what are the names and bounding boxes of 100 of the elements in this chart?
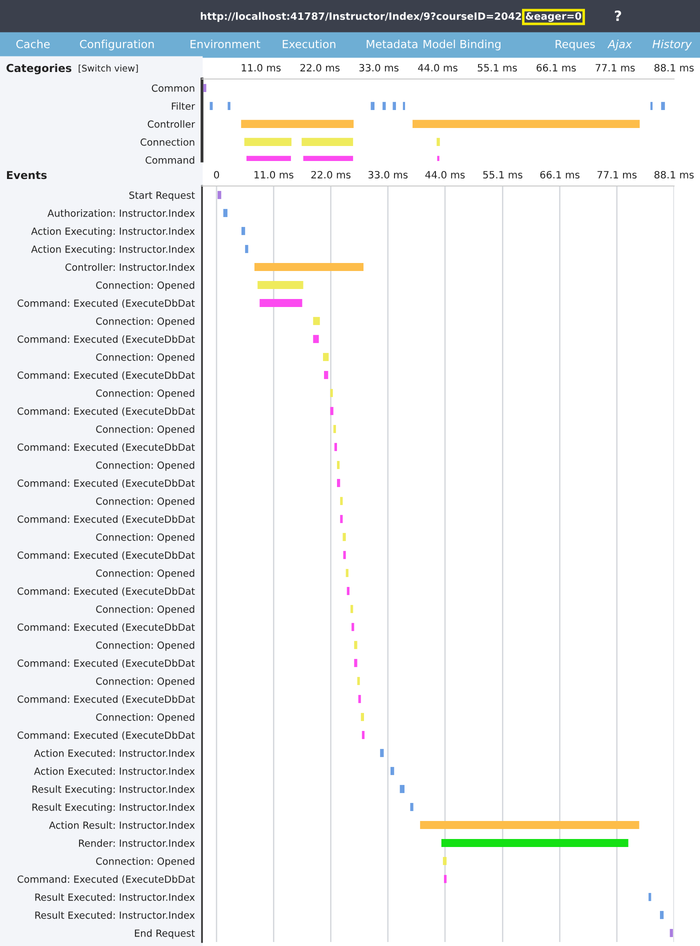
y-tick-label: Command: Executed (ExecuteDbDat — [18, 875, 195, 884]
bar — [350, 604, 354, 614]
bar — [340, 514, 343, 524]
text: History — [652, 40, 692, 50]
y-tick-label: Connection: Opened — [96, 281, 194, 291]
bar — [390, 766, 394, 776]
text: ? — [614, 10, 622, 21]
y-tick-label: Action Executed: Instructor.Index — [34, 767, 195, 775]
x-tick-label: 33.0 ms — [359, 64, 399, 72]
x-tick-label: 11.0 ms — [254, 170, 294, 179]
text: Environment — [190, 40, 260, 48]
bar — [352, 622, 354, 632]
text: Cache — [16, 40, 50, 48]
bar — [346, 586, 350, 596]
y-tick-label: Connection: Opened — [96, 425, 194, 435]
y-tick-label: Command: Executed (ExecuteDbDat — [18, 407, 195, 416]
y-tick-label: Result Executed: Instructor.Index — [35, 911, 195, 919]
bar — [346, 568, 348, 578]
y-tick-label: Render: Instructor.Index — [79, 839, 195, 847]
x-tick-label: 33.0 ms — [368, 170, 408, 179]
y-tick-label: Connection: Opened — [96, 677, 194, 687]
y-axis-title: Categories — [6, 64, 72, 74]
x-tick-label: 22.0 ms — [311, 170, 350, 179]
y-tick-label: Connection: Opened — [96, 857, 194, 867]
text: Model Binding — [424, 40, 500, 50]
bar — [241, 226, 246, 236]
bar — [660, 910, 664, 920]
bar — [324, 370, 328, 380]
y-tick-label: Command: Executed (ExecuteDbDat — [18, 515, 195, 524]
y-tick-label: Command: Executed (ExecuteDbDat — [18, 371, 195, 380]
x-tick-label: 44.0 ms — [425, 170, 465, 179]
bar — [337, 478, 340, 488]
y-tick-label: Command: Executed (ExecuteDbDat — [18, 551, 195, 560]
y-tick-label: Command: Executed (ExecuteDbDat — [18, 479, 195, 488]
y-tick-label: Connection: Opened — [96, 389, 194, 399]
y-tick-label: Command — [146, 156, 194, 164]
y-tick-label: Command: Executed (ExecuteDbDat — [18, 335, 195, 344]
y-tick-label: Connection: Opened — [96, 461, 194, 471]
text: Ajax — [607, 40, 632, 50]
bar — [362, 730, 365, 740]
x-tick-label: 44.0 ms — [418, 64, 458, 72]
y-tick-label: Controller: Instructor.Index — [65, 263, 195, 271]
bar — [313, 334, 319, 344]
bar — [343, 550, 346, 560]
y-tick-label: Result Executing: Instructor.Index — [32, 803, 195, 813]
x-tick-label: 55.1 ms — [478, 64, 517, 72]
x-tick-label: 88.1 ms — [654, 170, 694, 179]
x-tick-label: 0 — [214, 170, 220, 179]
bar — [254, 262, 364, 272]
bar — [313, 316, 320, 326]
y-tick-label: Connection: Opened — [96, 317, 194, 327]
text: Reques — [556, 40, 595, 50]
x-tick-label: 66.1 ms — [540, 170, 580, 179]
bar — [402, 102, 406, 110]
bar — [410, 802, 414, 812]
bar — [420, 820, 640, 830]
y-tick-label: Connection: Opened — [96, 605, 194, 615]
y-tick-label: Common — [152, 84, 194, 92]
bar — [392, 102, 396, 110]
bar — [334, 442, 338, 452]
y-tick-label: Connection: Opened — [96, 569, 194, 579]
y-tick-label: Connection — [140, 138, 194, 146]
bar — [223, 208, 228, 218]
y-tick-label: Command: Executed (ExecuteDbDat — [18, 695, 195, 704]
bar — [245, 244, 248, 254]
bar — [322, 352, 329, 362]
y-tick-label: Command: Executed (ExecuteDbDat — [18, 587, 195, 596]
y-tick-label: End Request — [134, 929, 195, 939]
y-axis-title: Events — [6, 171, 47, 180]
chart-title: http://localhost:41787/Instructor/Index/9?courseID=2042 — [200, 12, 522, 22]
y-tick-label: Connection: Opened — [96, 353, 194, 363]
bar — [382, 102, 386, 110]
bar — [444, 874, 447, 884]
bar — [650, 102, 653, 110]
y-tick-label: Command: Executed (ExecuteDbDat — [18, 731, 195, 740]
x-tick-label: 77.1 ms — [596, 64, 635, 72]
x-tick-label: 11.0 ms — [242, 64, 281, 72]
y-tick-label: Action Executed: Instructor.Index — [34, 749, 195, 757]
bar — [333, 424, 336, 434]
bar — [400, 784, 405, 794]
y-tick-label: Authorization: Instructor.Index — [48, 209, 195, 217]
bar — [354, 640, 358, 650]
text: Metadata — [366, 40, 418, 48]
bar — [354, 658, 358, 668]
y-tick-label: Filter — [172, 102, 196, 110]
bar — [342, 532, 346, 542]
bar — [340, 496, 343, 506]
y-tick-label: Connection: Opened — [96, 713, 194, 723]
text: &eager=0 — [526, 12, 582, 22]
y-tick-label: Controller — [148, 120, 196, 128]
x-tick-label: 88.1 ms — [654, 64, 694, 72]
bar — [337, 460, 340, 470]
bar — [218, 190, 222, 200]
text: [Switch view] — [78, 64, 138, 73]
bar — [380, 748, 384, 758]
y-tick-label: Command: Executed (ExecuteDbDat — [18, 659, 195, 668]
text: Configuration — [80, 40, 154, 50]
bar — [442, 856, 447, 866]
y-tick-label: Action Executing: Instructor.Index — [31, 227, 195, 237]
y-tick-label: Command: Executed (ExecuteDbDat — [18, 443, 195, 452]
